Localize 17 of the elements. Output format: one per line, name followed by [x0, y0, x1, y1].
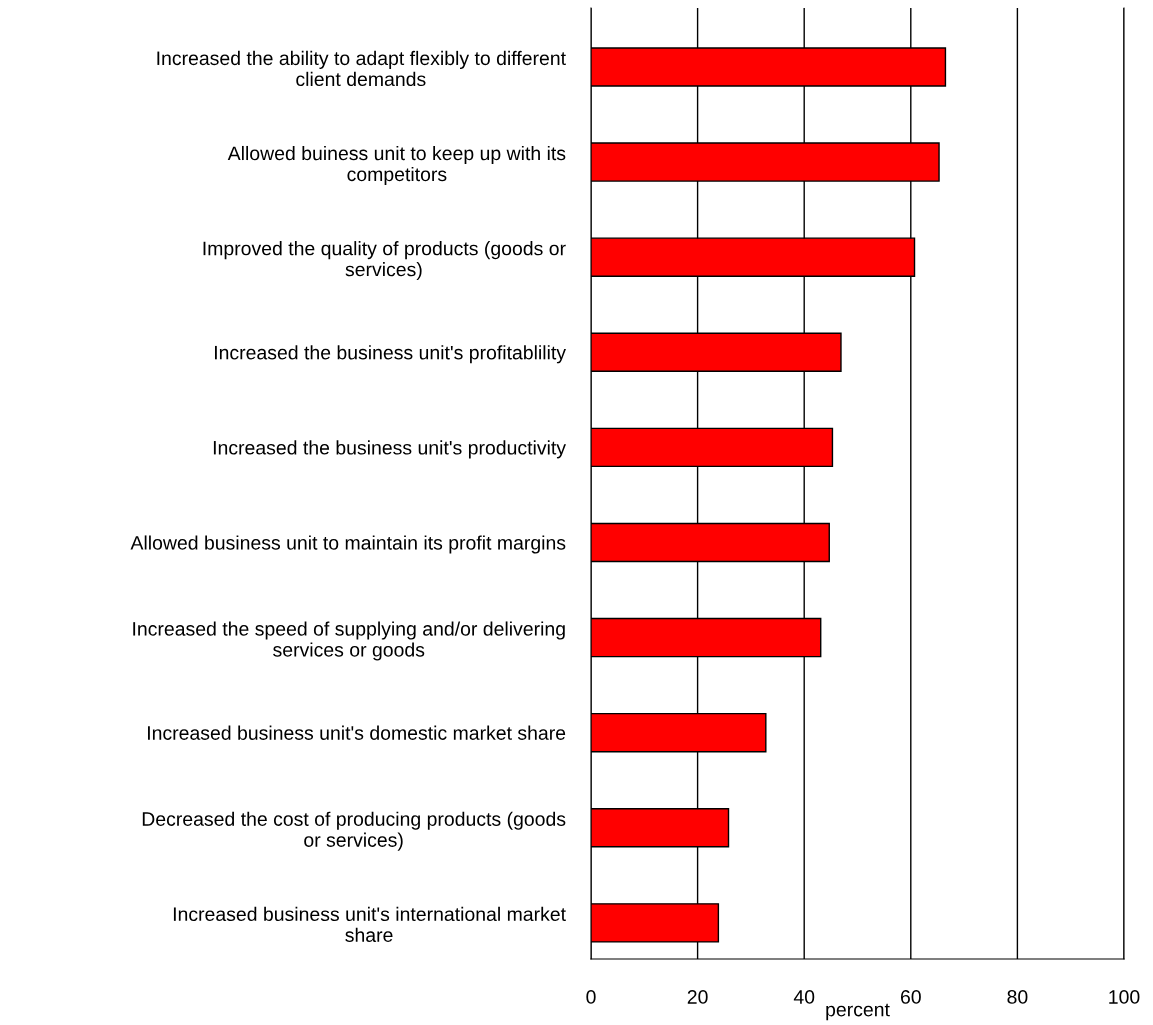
y-tick-label: Increased the business unit's profitablility: [215, 345, 566, 364]
x-tick-label: 20: [687, 990, 708, 1004]
x-tick-label: 80: [1007, 990, 1028, 1004]
x-tick-label: 0: [586, 990, 596, 1004]
y-tick-label: Improved the quality of products (goods or services): [203, 241, 566, 281]
y-tick-label: Allowed buiness unit to keep up with its competitors: [227, 145, 566, 186]
y-tick-label: Increased the business unit's productivity: [213, 440, 566, 459]
x-tick-label: 60: [900, 990, 921, 1004]
x-axis-title: percent: [826, 1003, 890, 1021]
y-tick-label: Allowed business unit to maintain its profit margins: [130, 535, 566, 554]
y-tick-label: Increased the speed of supplying and/or delivering services or goods: [133, 621, 565, 661]
y-tick-label: Increased business unit's international market share: [173, 906, 566, 942]
y-tick-label: Decreased the cost of producing products (goods or services): [142, 811, 566, 851]
x-tick-label: 100: [1109, 990, 1140, 1004]
y-tick-label: Increased the ability to adapt flexibly to different client demands: [157, 50, 566, 87]
y-tick-label: Increased business unit's domestic market share: [148, 725, 566, 740]
x-tick-label: 40: [793, 990, 815, 1004]
